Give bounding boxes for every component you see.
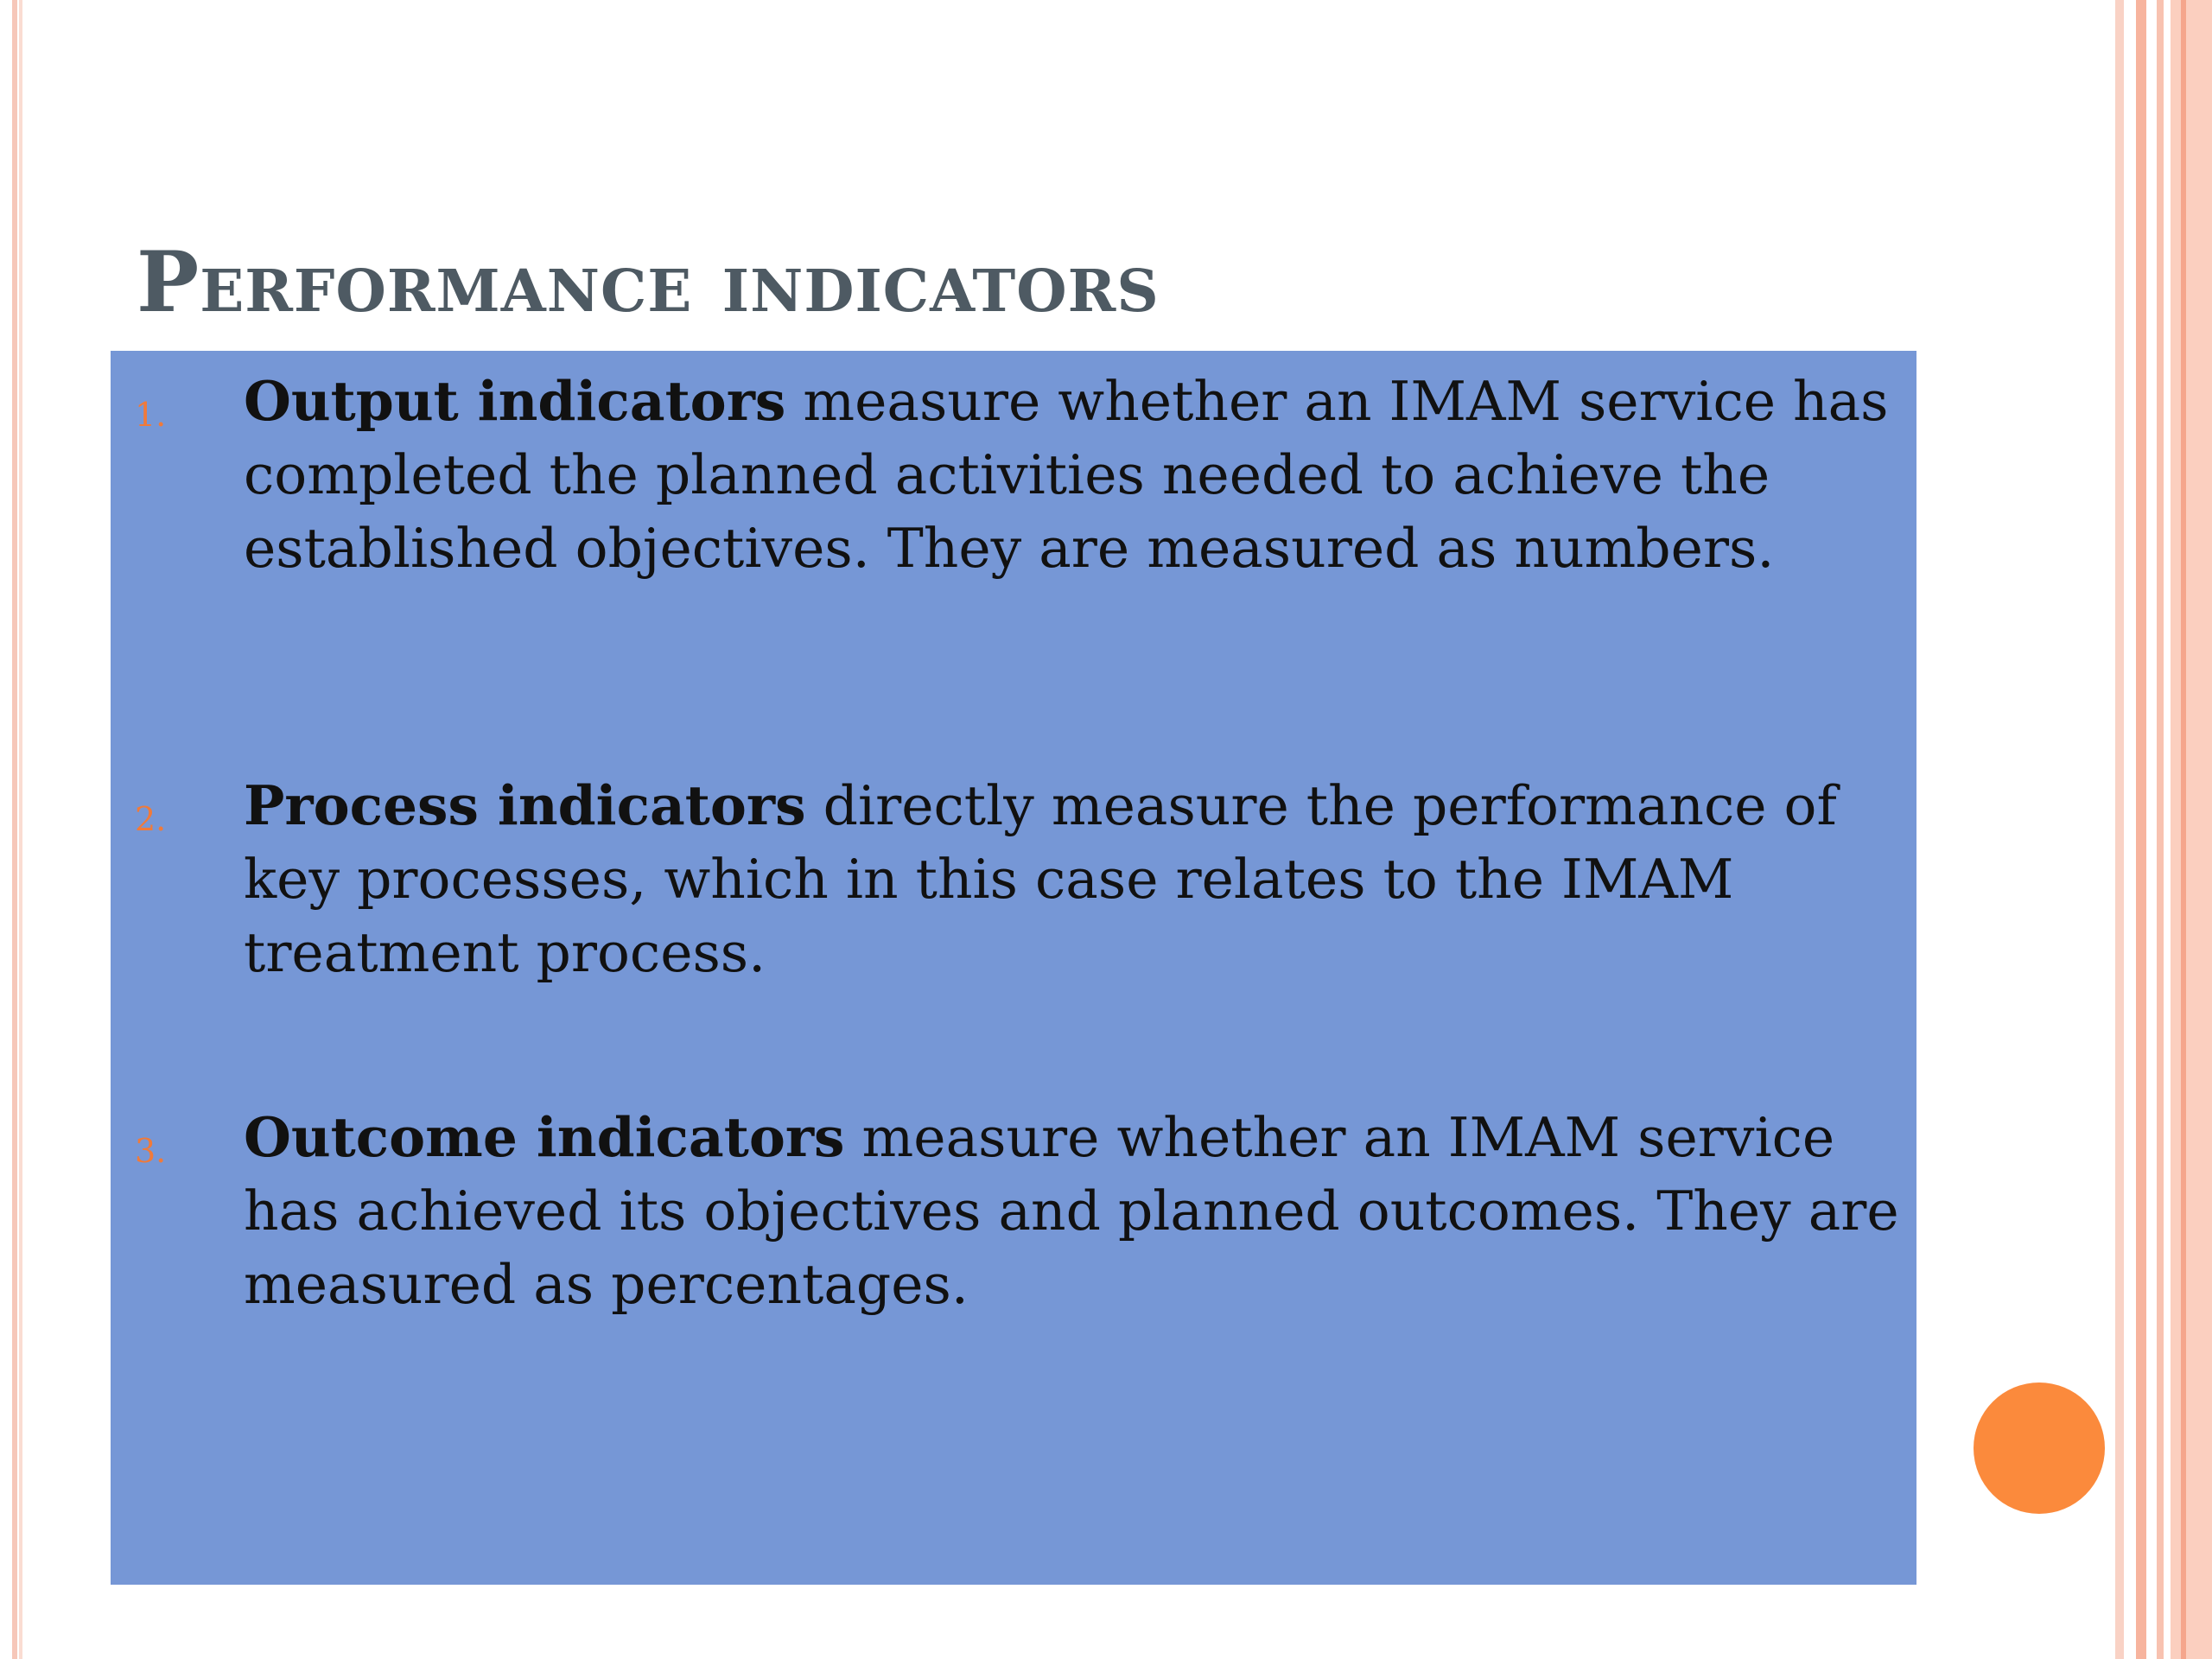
list-number: 3. bbox=[135, 1132, 167, 1170]
indicator-description: Output indicators measure whether an IMA… bbox=[244, 365, 1911, 585]
right-border-stripe bbox=[2136, 0, 2146, 1659]
list-number: 2. bbox=[135, 800, 167, 838]
indicator-term: Outcome indicators bbox=[244, 1105, 845, 1169]
left-border-stripe bbox=[12, 0, 17, 1659]
indicator-description: Outcome indicators measure whether an IM… bbox=[244, 1101, 1911, 1321]
indicator-term: Output indicators bbox=[244, 369, 786, 433]
left-border-stripe-inner bbox=[19, 0, 22, 1659]
indicator-term: Process indicators bbox=[244, 773, 806, 837]
right-border-stripe bbox=[2181, 0, 2186, 1659]
list-number: 1. bbox=[135, 396, 167, 434]
content-box: 1. Output indicators measure whether an … bbox=[111, 351, 1916, 1585]
decorative-orange-dot bbox=[1974, 1382, 2105, 1514]
indicator-description: Process indicators directly measure the … bbox=[244, 769, 1911, 989]
right-border-stripe bbox=[2115, 0, 2124, 1659]
indicator-definition: measure whether an IMAM service has comp… bbox=[244, 370, 1889, 580]
indicator-definition: measure whether an IMAM service has achi… bbox=[244, 1106, 1899, 1316]
slide-title: Performance indicators bbox=[137, 233, 1160, 331]
right-border-band bbox=[2171, 0, 2212, 1659]
right-border-stripe bbox=[2157, 0, 2164, 1659]
indicator-definition: directly measure the performance of key … bbox=[244, 774, 1837, 984]
